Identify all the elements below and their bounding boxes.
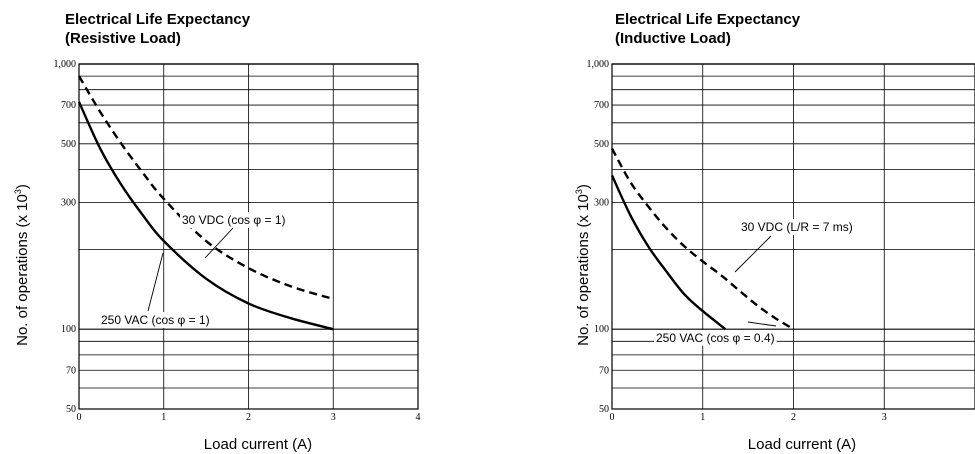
y-tick-label: 70: [66, 365, 76, 376]
annotation-leader: [204, 227, 234, 259]
chart-inductive: Electrical Life Expectancy (Inductive Lo…: [574, 11, 975, 453]
chart-title-line2: (Inductive Load): [615, 30, 731, 47]
plot-area: 50 70 100 300 500 700 1,000 0 1 2 3 30 VDC (L/R = 7…: [587, 59, 975, 423]
x-axis-label: Load current (A): [748, 436, 856, 453]
annotation-background: [180, 212, 288, 228]
y-tick-label: 700: [594, 100, 609, 111]
x-tick-label: 2: [246, 412, 251, 423]
y-tick-label: 50: [66, 404, 76, 415]
plot-area: 50 70 100 300 500 700 1,000 0 1 2 3 4 30 VDC (cos φ …: [54, 59, 421, 423]
x-tick-label: 0: [77, 412, 82, 423]
annotation-label: 250 VAC (cos φ = 0.4): [656, 331, 775, 345]
x-tick-label: 1: [161, 412, 166, 423]
annotation-background: [99, 312, 212, 328]
y-tick-label: 100: [61, 324, 76, 335]
annotation-leader: [147, 252, 164, 312]
y-tick-label: 500: [61, 139, 76, 150]
y-tick-label: 1,000: [54, 59, 77, 70]
chart-resistive: Electrical Life Expectancy (Resistive Lo…: [13, 11, 421, 453]
series-line-solid: [610, 174, 727, 331]
annotation-label: 250 VAC (cos φ = 1): [101, 313, 210, 327]
x-tick-label: 1: [700, 412, 705, 423]
x-axis-label: Load current (A): [204, 436, 312, 453]
x-tick-label: 2: [791, 412, 796, 423]
chart-title-line1: Electrical Life Expectancy: [65, 11, 251, 28]
annotation-label: 30 VDC (L/R = 7 ms): [741, 220, 853, 234]
chart-title-line2: (Resistive Load): [65, 30, 181, 47]
y-tick-label: 70: [599, 365, 609, 376]
plot-frame: [611, 63, 975, 410]
y-tick-label: 500: [594, 139, 609, 150]
y-axis-label: No. of operations (x 103): [574, 184, 592, 346]
y-tick-label: 300: [61, 198, 76, 209]
x-tick-label: 4: [416, 412, 421, 423]
y-tick-label: 50: [599, 404, 609, 415]
x-tick-label: 0: [610, 412, 615, 423]
annotation-label: 30 VDC (cos φ = 1): [182, 213, 285, 227]
x-tick-label: 3: [331, 412, 336, 423]
chart-title-line1: Electrical Life Expectancy: [615, 11, 801, 28]
x-tick-label: 3: [882, 412, 887, 423]
annotation-leader: [747, 321, 777, 327]
plot-frame: [78, 63, 419, 410]
y-tick-label: 700: [61, 100, 76, 111]
series-line-solid: [77, 101, 334, 331]
y-tick-label: 100: [594, 324, 609, 335]
y-tick-label: 300: [594, 198, 609, 209]
series-line-dashed: [77, 75, 334, 301]
series-line-dashed: [610, 147, 795, 331]
annotation-background: [739, 219, 855, 235]
y-tick-label: 1,000: [587, 59, 610, 70]
annotation-leader: [734, 235, 772, 273]
y-axis-label: No. of operations (x 103): [13, 184, 31, 346]
annotation-background: [654, 330, 777, 346]
